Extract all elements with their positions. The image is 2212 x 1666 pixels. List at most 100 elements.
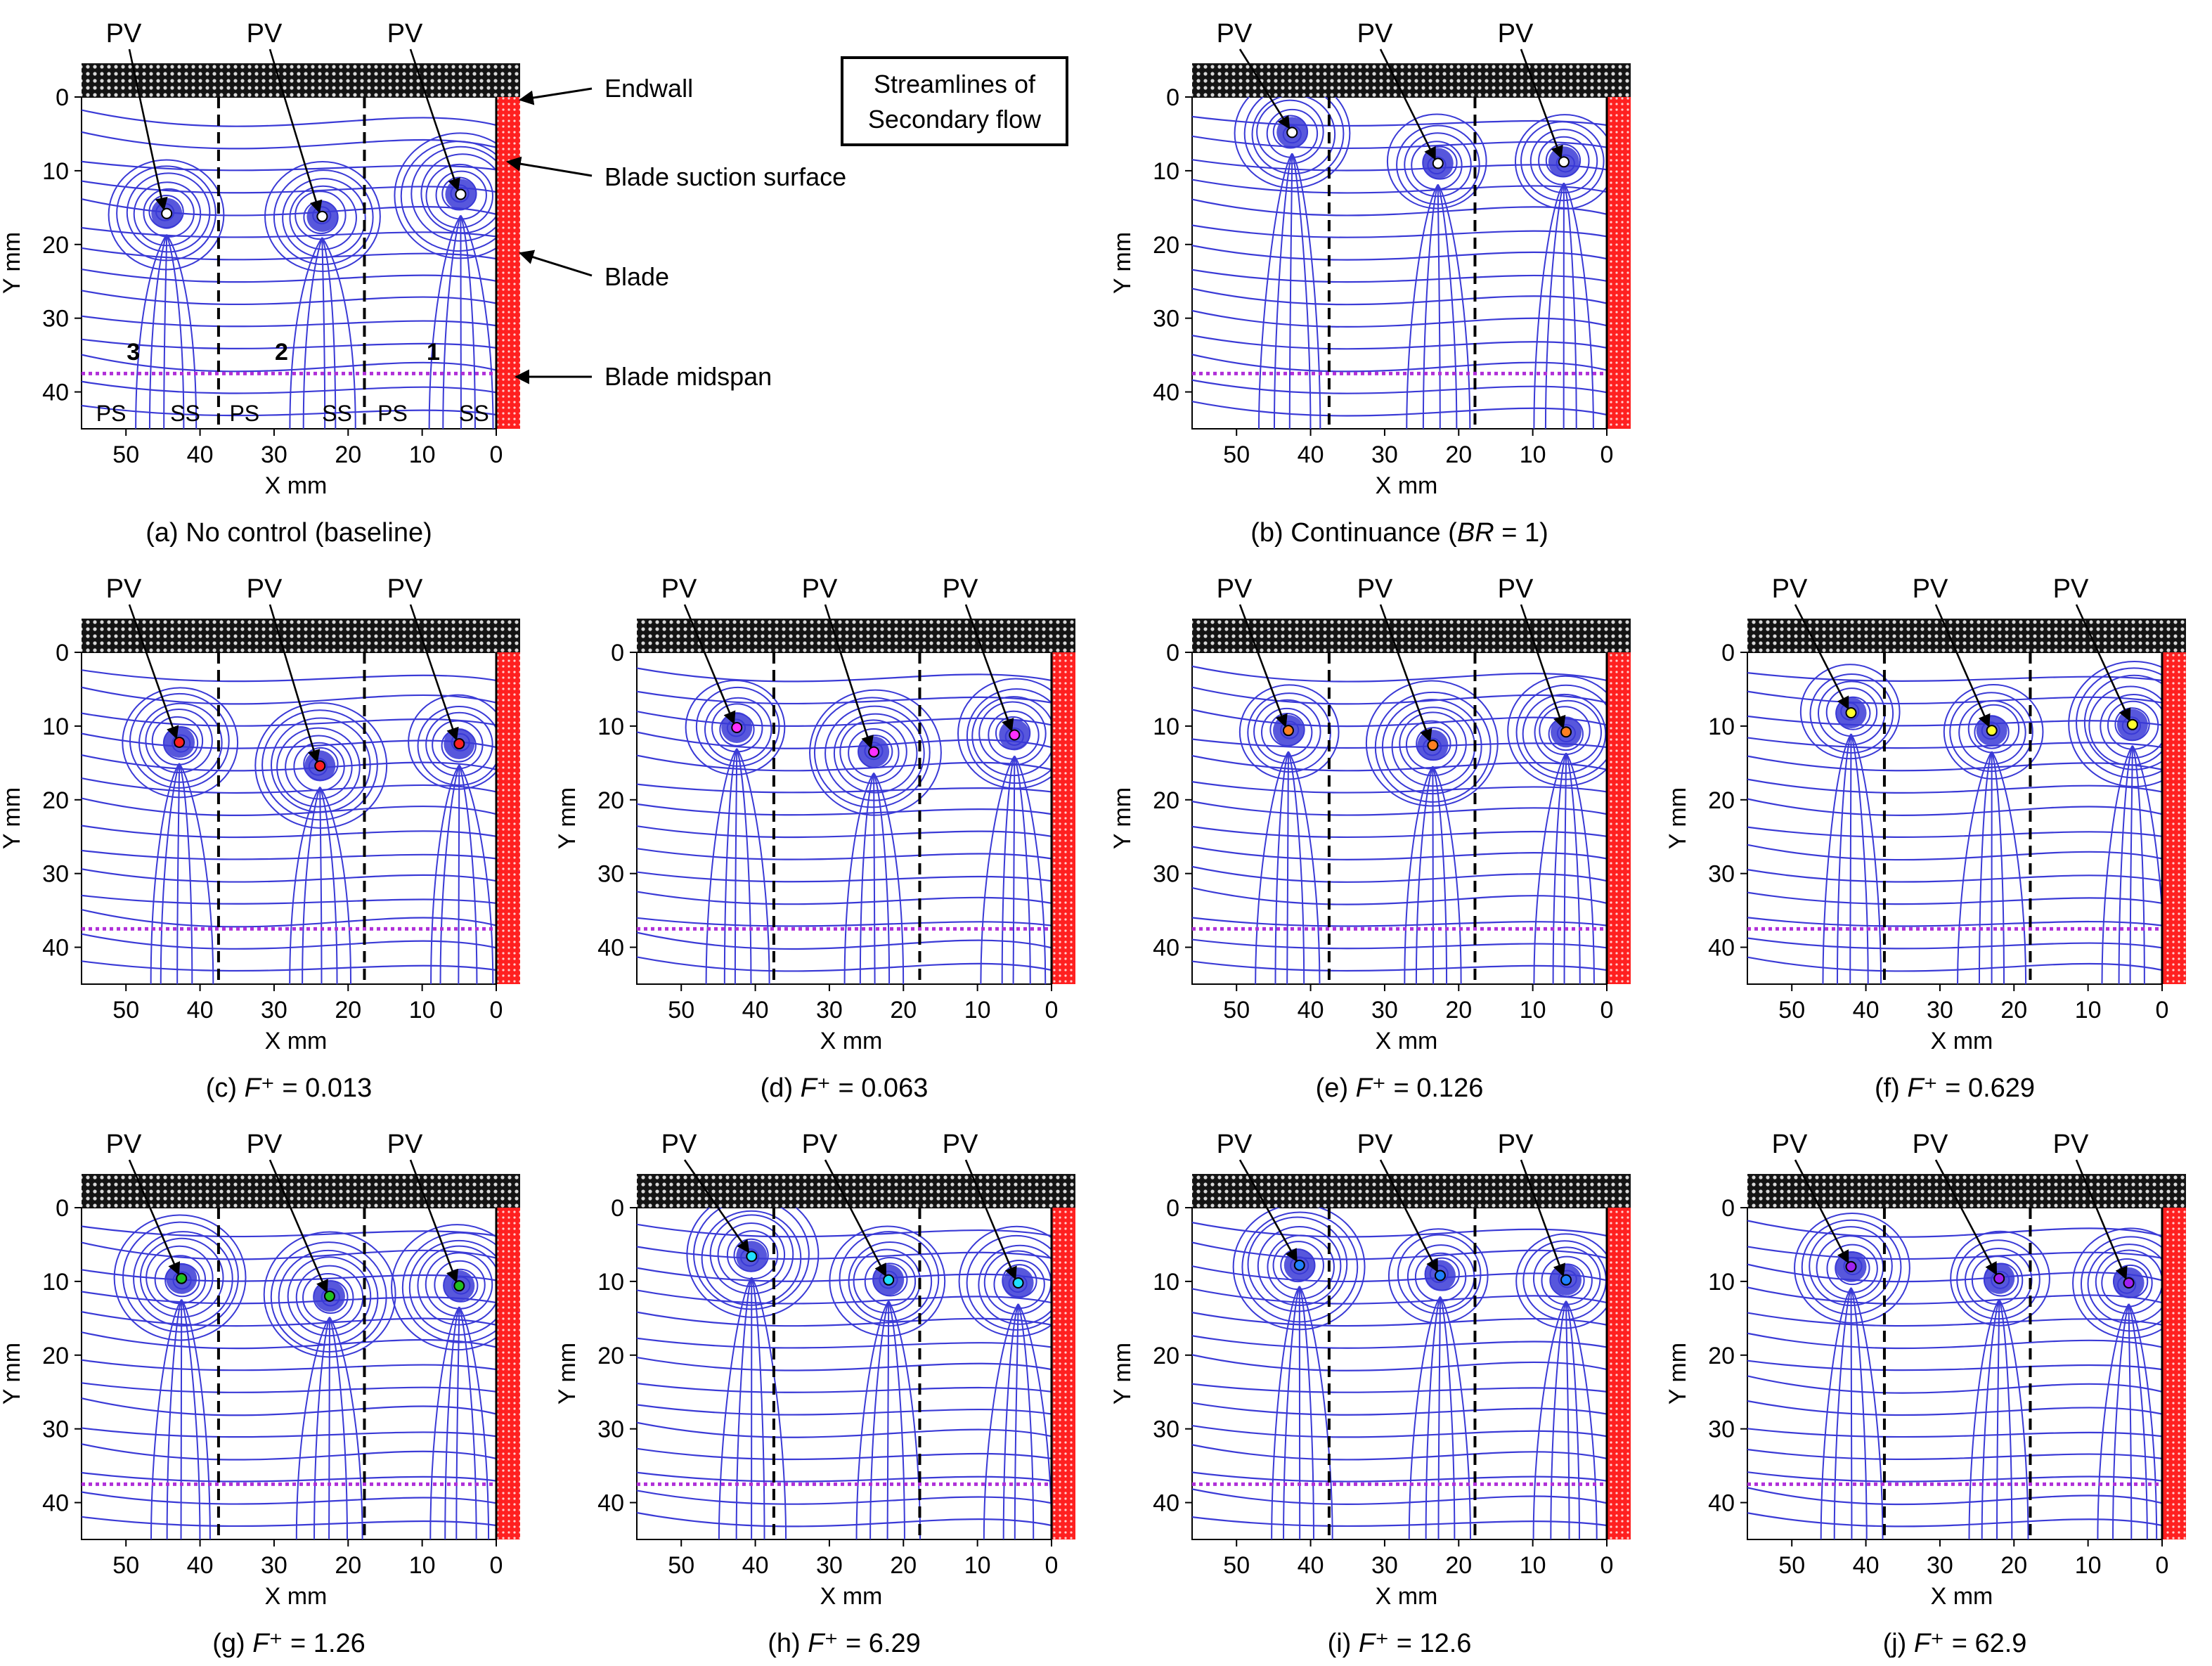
vortex-ring (1414, 1252, 1467, 1302)
feeder-streamline (1001, 756, 1016, 984)
vortex-ring (410, 146, 496, 242)
feeder-streamline (1565, 752, 1581, 984)
pv-label: PV (1913, 574, 1948, 604)
y-tick-label: 30 (1153, 861, 1179, 888)
streamline (1747, 891, 2162, 905)
vortex-ring (1374, 691, 1492, 803)
endwall-band (82, 619, 520, 652)
streamline (637, 803, 1052, 816)
streamline (1192, 886, 1607, 905)
feeder-streamline (179, 763, 214, 984)
feeder-streamline (166, 234, 185, 429)
feeder-streamline (1283, 1286, 1300, 1539)
y-tick-label: 20 (1153, 232, 1179, 259)
streamline (82, 1471, 496, 1483)
y-tick-label: 0 (56, 84, 69, 111)
vortex-ring (1515, 1233, 1607, 1329)
feeder-streamline (1533, 752, 1567, 984)
x-tick-label: 20 (1445, 1552, 1472, 1579)
vortex-ring (848, 1241, 933, 1322)
feeder-streamline (735, 1277, 753, 1539)
vortex-core-marker (316, 210, 328, 222)
vortex-ring (2101, 1258, 2153, 1307)
x-axis-label: X mm (820, 1583, 883, 1610)
x-tick-label: 30 (816, 1552, 843, 1579)
vortex-ring (1809, 673, 1894, 754)
caption-mid: ⁺ (1375, 1629, 1389, 1658)
vortex-ring (711, 703, 763, 753)
streamline (637, 931, 1052, 950)
feeder-streamline (1258, 153, 1293, 429)
endwall-band (82, 63, 520, 97)
streamline (82, 960, 496, 972)
feeder-streamline (2112, 1303, 2130, 1539)
pv-label: PV (1357, 574, 1393, 604)
feeder-streamline (1544, 182, 1565, 429)
y-tick-label: 10 (1153, 1269, 1179, 1296)
endwall-band (1747, 619, 2186, 652)
caption-prefix: (g) (212, 1629, 252, 1658)
feeder-streamline (429, 1306, 460, 1539)
caption-italic: F (245, 1073, 262, 1103)
feeder-streamline (1563, 182, 1594, 429)
streamline (1747, 956, 2162, 972)
feeder-streamline (751, 1277, 765, 1539)
panel-caption: (f) F⁺ = 0.629 (1875, 1073, 2035, 1103)
x-tick-label: 30 (1371, 1552, 1398, 1579)
caption-italic: F (1914, 1629, 1932, 1658)
streamlines (82, 109, 496, 429)
annotation-layer: Streamlines of Secondary flow Endwall Bl… (505, 56, 1068, 391)
pv-label: PV (1357, 19, 1393, 49)
vortex-ring (1399, 711, 1467, 777)
feeder-streamline (442, 215, 462, 429)
vortex-ring (129, 692, 230, 789)
feeder-streamline (1833, 1287, 1852, 1539)
vortex-ring (293, 742, 345, 792)
y-tick-label: 20 (1153, 1343, 1179, 1369)
vortex-ring (139, 1237, 224, 1318)
y-axis-label: Y mm (0, 232, 25, 294)
feeder-streamline (430, 764, 460, 984)
x-tick-label: 40 (187, 441, 214, 468)
pv-label: PV (1498, 1130, 1534, 1159)
panel-h: PV PV PV 50 40 30 20 10 0 0 10 20 30 40 X mm Y mm (h) F⁺… (554, 1130, 1075, 1658)
streamline (1747, 1360, 2162, 1371)
vortex-core-marker (453, 1280, 465, 1292)
y-tick-label: 0 (611, 1195, 624, 1222)
x-tick-label: 30 (816, 997, 843, 1024)
streamline (82, 109, 496, 127)
y-tick-label: 0 (1166, 640, 1179, 666)
feeder-streamline (1565, 1300, 1580, 1539)
vortex-core-marker (314, 760, 326, 772)
panel-caption: (i) F⁺ = 12.6 (1328, 1629, 1472, 1658)
endwall-band (1192, 63, 1631, 97)
feeder-streamline (2128, 1303, 2148, 1539)
vortex-ring (978, 701, 1047, 766)
vortex-ring (1272, 1241, 1324, 1291)
feeder-streamline (455, 1307, 460, 1539)
streamline (82, 1382, 496, 1393)
feeder-streamline (150, 1299, 183, 1539)
streamline (82, 1241, 496, 1260)
streamline (1192, 1354, 1607, 1371)
feeder-streamline (869, 1300, 890, 1539)
x-axis-label: X mm (1931, 1028, 1993, 1054)
vortex-ring (254, 702, 388, 829)
surface-label: SS (459, 401, 489, 426)
caption-italic: F (1359, 1629, 1376, 1658)
streamline (1192, 865, 1607, 883)
feeder-streamline (321, 237, 337, 429)
y-tick-label: 10 (597, 1269, 624, 1296)
x-tick-label: 10 (409, 1552, 436, 1579)
feeder-streamline (1288, 751, 1321, 984)
vortex-ring (263, 1231, 396, 1358)
feeder-streamline (289, 786, 321, 984)
vortex-ring (391, 1224, 496, 1351)
y-axis-label: Y mm (1664, 787, 1691, 849)
x-tick-label: 30 (1371, 441, 1398, 468)
pv-label: PV (2053, 574, 2089, 604)
streamline (1192, 846, 1607, 860)
pv-label: PV (943, 574, 978, 604)
feeder-streamline (321, 237, 356, 429)
